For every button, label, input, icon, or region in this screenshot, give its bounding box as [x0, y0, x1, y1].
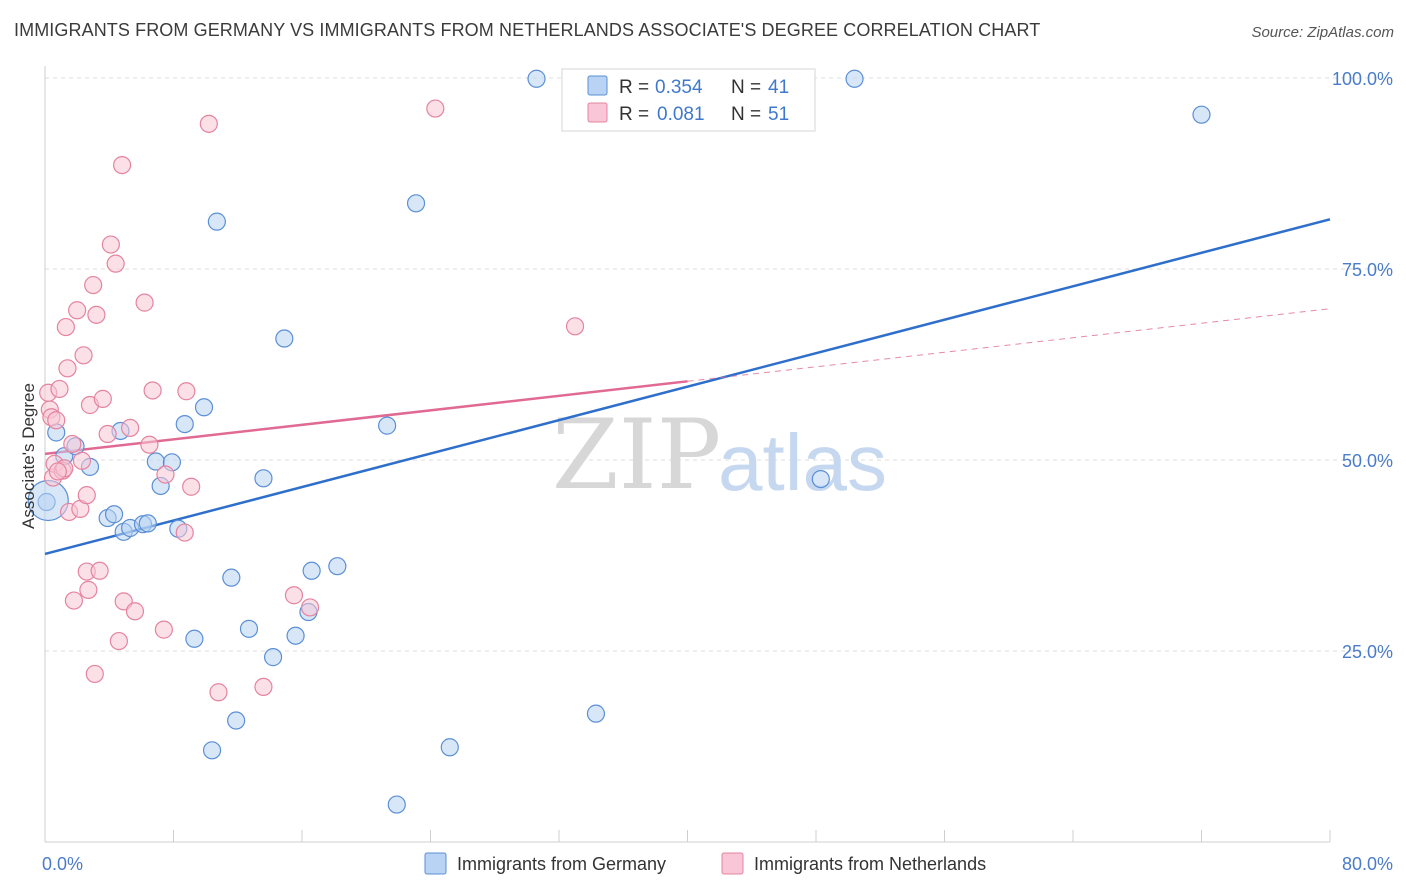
legend-r-label-germany: R =: [619, 77, 649, 98]
point-netherlands-8: [56, 317, 75, 337]
point-germany-35: [527, 69, 546, 88]
point-germany-17: [185, 629, 204, 648]
point-netherlands-47: [565, 317, 585, 336]
bottom-legend-germany: Immigrants from Germany: [457, 854, 666, 874]
point-netherlands-23: [90, 561, 109, 580]
point-germany-39: [1192, 105, 1211, 124]
point-netherlands-41: [199, 114, 218, 133]
point-germany-37: [811, 470, 830, 489]
point-netherlands-6: [50, 379, 69, 399]
legend-n-value-germany: 41: [768, 77, 789, 98]
point-germany-33: [406, 194, 426, 213]
data-points: [27, 69, 1211, 814]
point-netherlands-9: [58, 359, 77, 378]
point-netherlands-33: [135, 293, 154, 312]
watermark-zip: ZIP: [552, 399, 721, 511]
point-netherlands-15: [74, 346, 93, 365]
legend-swatch-germany: [587, 75, 608, 96]
point-netherlands-38: [175, 523, 194, 542]
point-netherlands-26: [101, 235, 120, 254]
point-netherlands-24: [93, 389, 112, 408]
point-netherlands-5: [47, 411, 66, 430]
point-netherlands-36: [154, 620, 173, 639]
point-germany-26: [275, 329, 294, 348]
point-germany-16: [175, 414, 194, 434]
axes: [44, 66, 1331, 843]
point-netherlands-37: [156, 465, 175, 484]
point-germany-20: [207, 212, 226, 231]
point-netherlands-46: [426, 99, 445, 118]
x-tick-label-max: 80.0%: [1342, 854, 1393, 874]
bottom-legend-swatch-netherlands: [721, 852, 744, 875]
legend-r-value-germany: 0.354: [655, 77, 703, 98]
legend-n-value-netherlands: 51: [768, 104, 789, 125]
point-germany-30: [328, 557, 347, 576]
bottom-legend-swatch-germany: [424, 852, 447, 875]
point-germany-32: [387, 795, 406, 814]
point-germany-29: [302, 561, 321, 580]
point-germany-22: [227, 711, 246, 730]
point-netherlands-29: [112, 155, 132, 175]
point-netherlands-21: [85, 664, 104, 684]
point-germany-18: [194, 398, 214, 417]
y-tick-label-75: 75.0%: [1342, 260, 1393, 280]
point-netherlands-12: [64, 591, 84, 610]
point-germany-27: [286, 626, 305, 645]
y-tick-label-50: 50.0%: [1342, 451, 1393, 471]
point-netherlands-49: [48, 462, 67, 481]
watermark: ZIP atlas: [552, 399, 887, 511]
point-netherlands-35: [143, 381, 162, 400]
trend-line-netherlands-extension: [687, 308, 1331, 382]
y-tick-label-100: 100.0%: [1332, 69, 1393, 89]
point-germany-24: [254, 469, 273, 488]
point-netherlands-32: [125, 602, 145, 621]
series-legend: Immigrants from Germany Immigrants from …: [424, 852, 986, 875]
point-netherlands-27: [106, 254, 125, 273]
x-tick-label-min: 0.0%: [42, 854, 83, 874]
point-germany-23: [239, 619, 259, 638]
point-germany-19: [202, 741, 222, 760]
point-netherlands-42: [209, 683, 228, 702]
point-netherlands-43: [254, 677, 273, 697]
grid-lines: [45, 77, 1392, 652]
chart-source: Source: ZipAtlas.com: [1251, 24, 1394, 41]
y-tick-label-25: 25.0%: [1342, 642, 1393, 662]
point-netherlands-31: [121, 418, 140, 438]
point-netherlands-13: [68, 301, 87, 320]
chart-title: IMMIGRANTS FROM GERMANY VS IMMIGRANTS FR…: [14, 20, 1041, 40]
point-netherlands-39: [177, 382, 196, 401]
legend-swatch-netherlands: [587, 102, 608, 123]
legend-r-label-netherlands: R =: [619, 104, 649, 125]
point-netherlands-16: [77, 486, 96, 505]
legend-n-label-germany: N =: [731, 77, 761, 98]
point-netherlands-22: [87, 305, 106, 324]
point-netherlands-50: [72, 451, 92, 470]
point-germany-34: [440, 738, 459, 757]
point-germany-25: [263, 648, 283, 667]
point-germany-11: [138, 514, 157, 533]
point-netherlands-20: [84, 275, 103, 295]
y-axis-label: Associate's Degree: [19, 383, 38, 529]
point-netherlands-40: [182, 477, 201, 496]
point-netherlands-18: [79, 580, 98, 599]
point-germany-21: [222, 568, 241, 587]
point-germany-36: [586, 704, 606, 723]
point-netherlands-45: [300, 598, 320, 617]
legend-n-label-netherlands: N =: [731, 104, 761, 125]
point-netherlands-44: [284, 586, 304, 605]
point-netherlands-28: [109, 631, 128, 651]
point-netherlands-25: [98, 424, 117, 444]
point-germany-6: [104, 505, 124, 524]
correlation-legend: R = 0.354 N = 41 R = 0.081 N = 51: [561, 68, 816, 132]
tick-labels: 25.0% 50.0% 75.0% 100.0% 0.0% 80.0%: [42, 69, 1393, 874]
point-netherlands-34: [140, 435, 159, 454]
point-netherlands-11: [63, 434, 82, 454]
point-germany-38: [845, 69, 864, 88]
point-germany-31: [378, 416, 397, 435]
watermark-atlas: atlas: [718, 418, 887, 507]
legend-r-value-netherlands: 0.081: [657, 104, 705, 125]
trend-line-germany: [44, 218, 1331, 556]
bottom-legend-netherlands: Immigrants from Netherlands: [754, 854, 986, 874]
